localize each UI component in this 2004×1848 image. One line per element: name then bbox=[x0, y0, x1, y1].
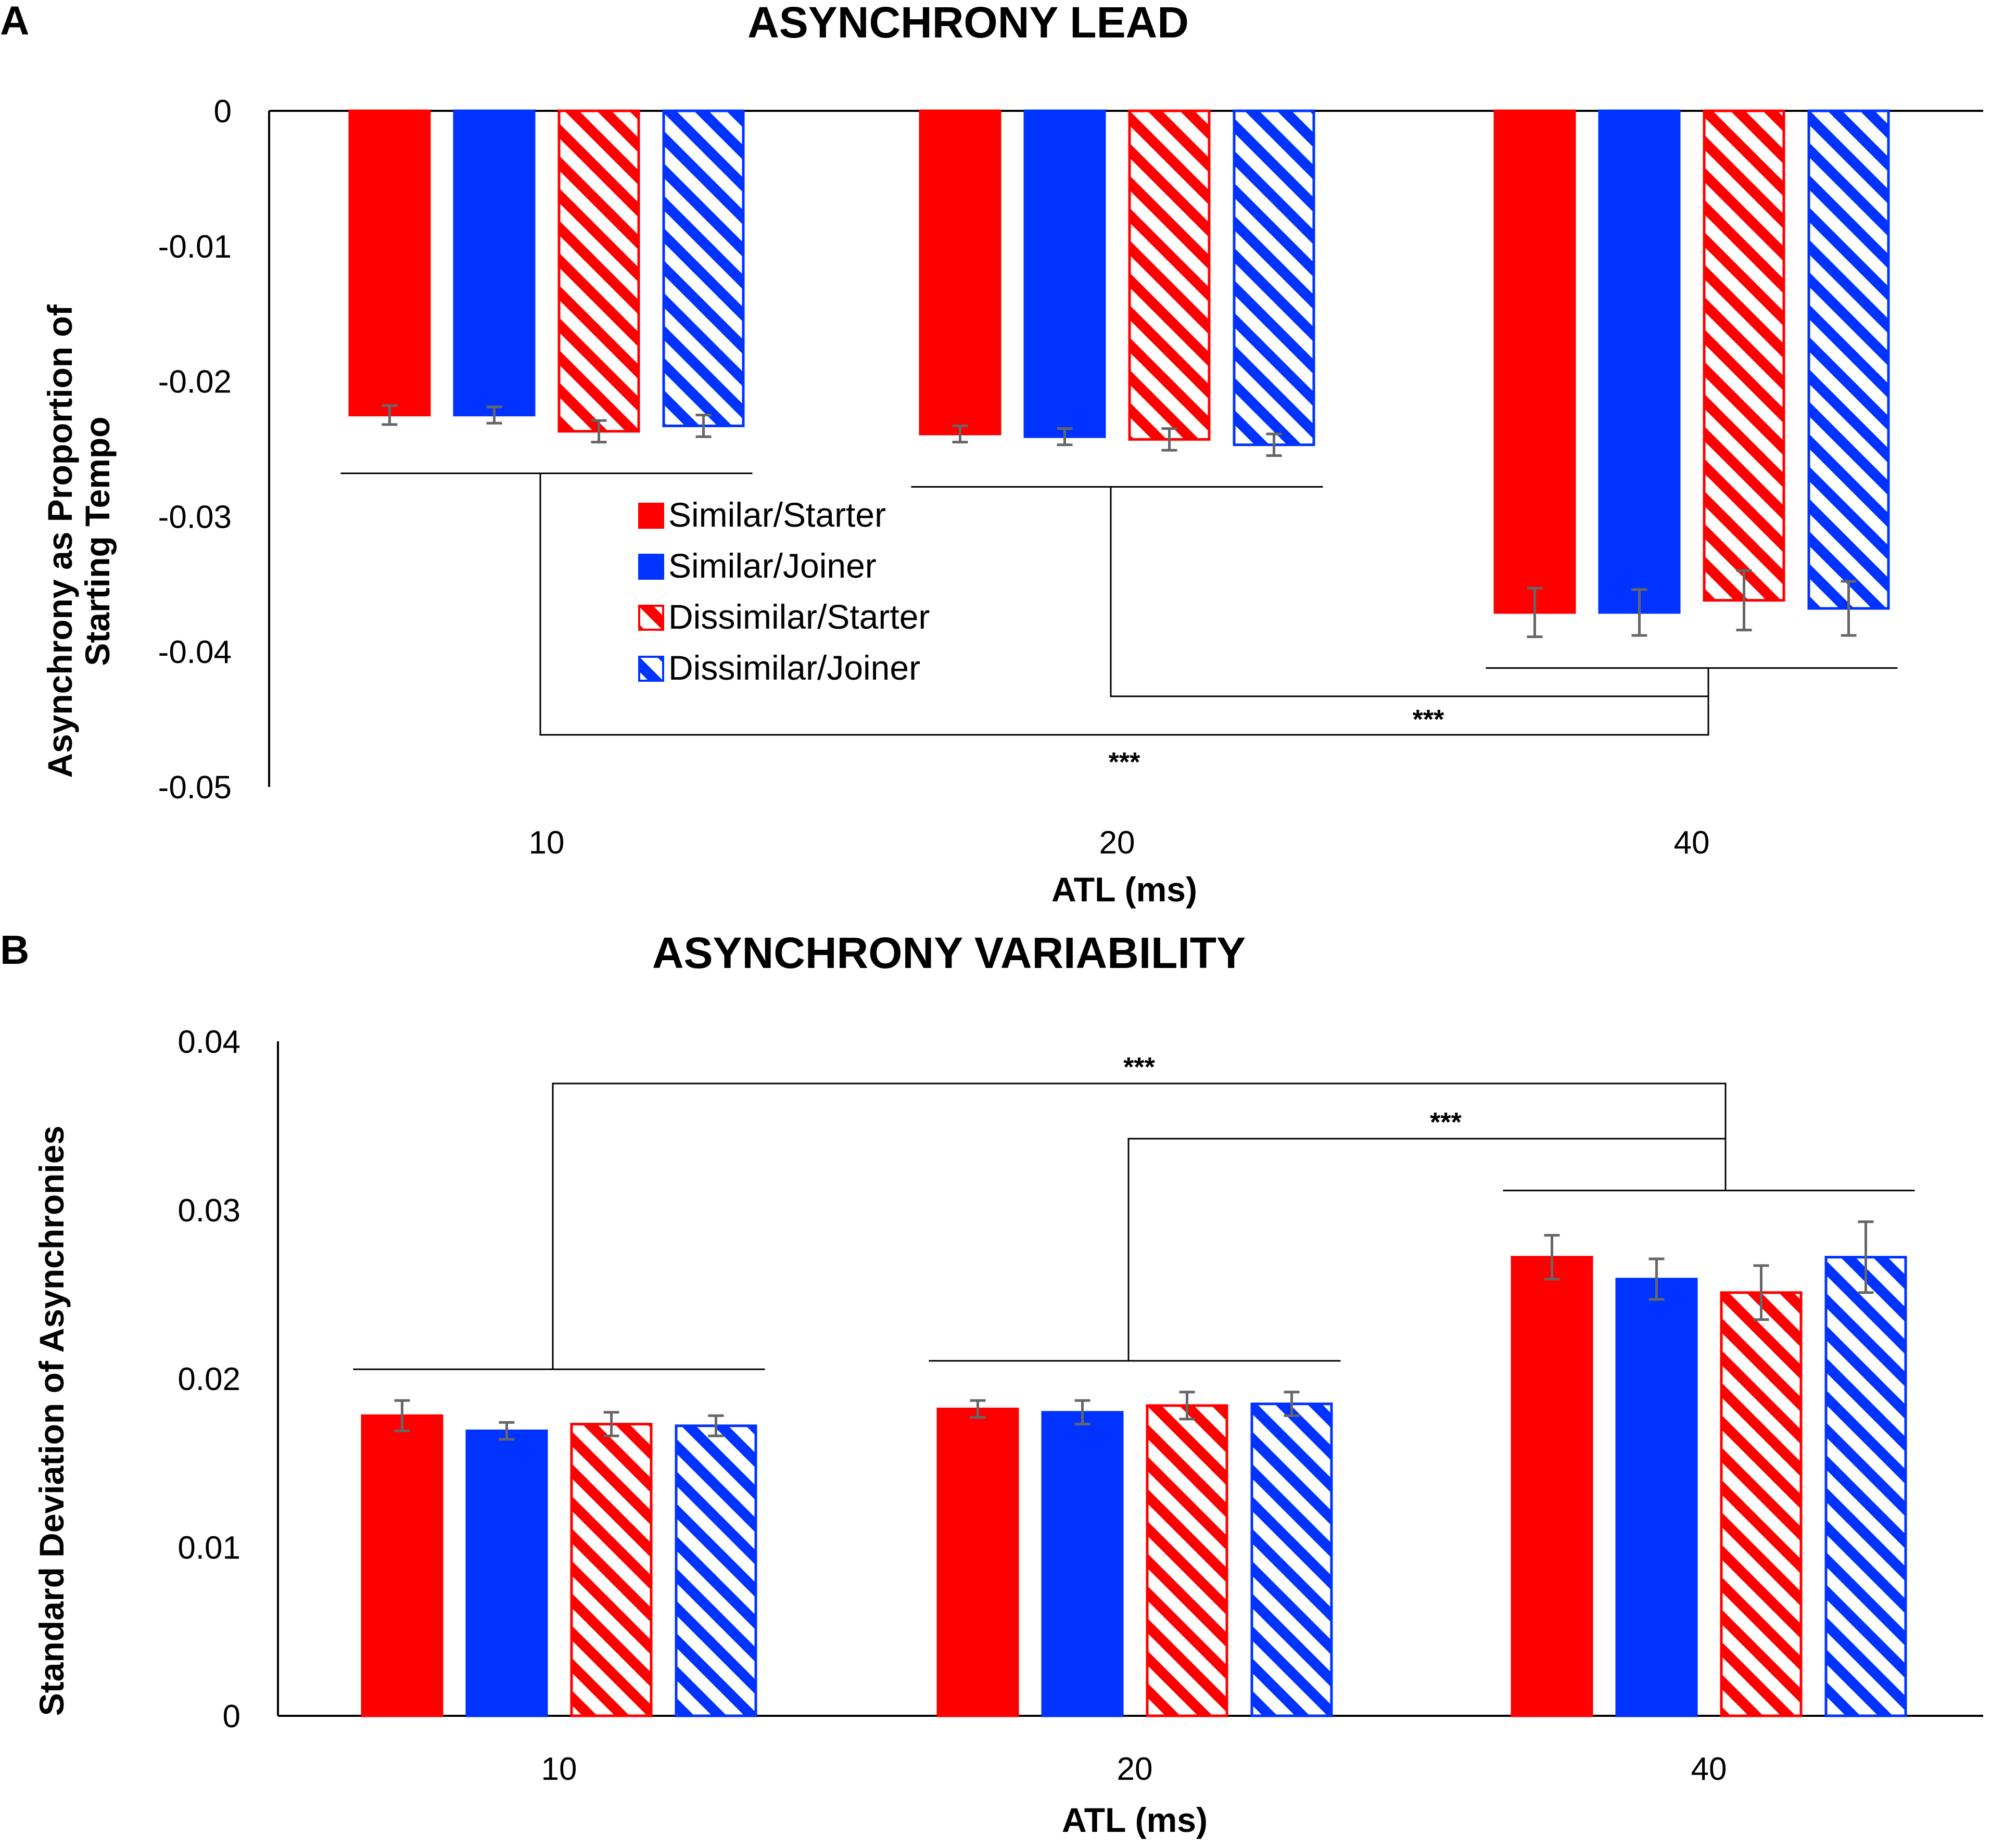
panel-a-y-tick-label: -0.04 bbox=[158, 634, 232, 670]
panel-a-bar bbox=[453, 109, 536, 417]
panel-b-y-tick-label: 0.04 bbox=[177, 1024, 240, 1060]
panel-b-x-axis-title: ATL (ms) bbox=[1062, 1801, 1208, 1839]
panel-a-bar bbox=[1703, 109, 1785, 602]
panel-b-x-tick-label: 20 bbox=[1117, 1751, 1153, 1787]
panel-b-bar bbox=[1824, 1256, 1907, 1717]
panel-b-label: B bbox=[0, 927, 29, 973]
panel-b-title: ASYNCHRONY VARIABILITY bbox=[652, 928, 1246, 977]
panel-b-bar bbox=[1041, 1411, 1124, 1717]
panel-a-significance-label: *** bbox=[1109, 747, 1140, 778]
legend-label-1: Similar/Starter bbox=[668, 495, 886, 534]
legend-label-4: Dissimilar/Joiner bbox=[668, 648, 920, 687]
legend-label-2: Similar/Joiner bbox=[668, 546, 877, 585]
panel-a-y-tick-label: -0.01 bbox=[158, 229, 232, 265]
panel-a-y-axis-title-line1: Asynchrony as Proportion of bbox=[41, 304, 79, 778]
panel-b-bar bbox=[1720, 1291, 1803, 1717]
panel-b-x-tick-label: 10 bbox=[541, 1751, 577, 1787]
legend-swatch-1 bbox=[638, 503, 664, 529]
panel-a-bar bbox=[919, 109, 1001, 436]
panel-b-bar bbox=[1615, 1278, 1698, 1717]
panel-a-plot: 0 -0.01 -0.02 -0.03 -0.04 -0.05 10 20 40 *** *** bbox=[158, 94, 1983, 861]
legend: Similar/Starter Similar/Joiner Dissimilar/… bbox=[638, 495, 930, 687]
panel-b-bar bbox=[570, 1422, 653, 1717]
panel-a-bar bbox=[1023, 109, 1106, 438]
panel-b-significance-label: *** bbox=[1430, 1107, 1462, 1138]
panel-a-bar bbox=[348, 109, 431, 417]
panel-b-y-axis-title: Standard Deviation of Asynchronies bbox=[32, 1126, 71, 1716]
legend-swatch-3 bbox=[638, 605, 664, 631]
panel-a-y-tick-label: -0.05 bbox=[158, 770, 232, 806]
panel-a-x-tick-label: 20 bbox=[1099, 825, 1135, 861]
panel-a-label: A bbox=[0, 0, 29, 43]
panel-a-y-axis-title-line2: Starting Tempo bbox=[78, 416, 117, 666]
panel-a-bar bbox=[557, 109, 640, 433]
panel-b-y-tick-label: 0.03 bbox=[177, 1193, 240, 1229]
panel-b-y-tick-label: 0.02 bbox=[177, 1361, 240, 1397]
panel-b-y-tick-label: 0.01 bbox=[177, 1530, 240, 1566]
panel-b-plot: 0 0.01 0.02 0.03 0.04 10 20 40 *** *** bbox=[177, 1024, 1983, 1787]
panel-b-bar bbox=[361, 1414, 443, 1717]
panel-b: B ASYNCHRONY VARIABILITY Standard Deviat… bbox=[0, 927, 1983, 1839]
panel-a-bar bbox=[1598, 109, 1681, 614]
panel-b-bar bbox=[1511, 1256, 1593, 1717]
panel-a-bar bbox=[1233, 109, 1315, 447]
panel-a-bar bbox=[662, 109, 745, 427]
panel-b-bar bbox=[1146, 1404, 1228, 1717]
panel-b-y-tick-label: 0 bbox=[223, 1699, 240, 1735]
panel-b-bar bbox=[936, 1407, 1019, 1717]
panel-b-significance-bracket bbox=[1127, 1138, 1727, 1361]
legend-swatch-2 bbox=[638, 554, 664, 580]
panel-a-title: ASYNCHRONY LEAD bbox=[747, 0, 1189, 47]
panel-a-y-tick-label: -0.02 bbox=[158, 364, 232, 400]
panel-a-bar bbox=[1128, 109, 1211, 441]
panel-a-x-tick-label: 10 bbox=[529, 825, 565, 861]
legend-label-3: Dissimilar/Starter bbox=[668, 597, 930, 636]
panel-b-bar bbox=[465, 1429, 548, 1717]
panel-a-bar bbox=[1807, 109, 1890, 610]
panel-a-significance-bracket bbox=[539, 473, 1709, 736]
legend-swatch-4 bbox=[638, 656, 664, 682]
panel-a-y-tick-label: -0.03 bbox=[158, 499, 232, 535]
panel-b-significance-bracket bbox=[552, 1082, 1727, 1370]
panel-a-x-tick-label: 40 bbox=[1674, 825, 1710, 861]
panel-a-significance-bracket bbox=[1110, 487, 1709, 697]
panel-a-significance-label: *** bbox=[1413, 705, 1444, 735]
panel-a-bar bbox=[1493, 109, 1576, 614]
panel-a-y-tick-label: 0 bbox=[214, 94, 232, 130]
panel-a: A ASYNCHRONY LEAD Asynchrony as Proporti… bbox=[0, 0, 1983, 909]
panel-b-bar bbox=[675, 1424, 757, 1717]
panel-b-bar bbox=[1250, 1403, 1333, 1717]
panel-b-x-tick-label: 40 bbox=[1691, 1751, 1727, 1787]
panel-b-significance-label: *** bbox=[1123, 1052, 1155, 1082]
panel-a-x-axis-title: ATL (ms) bbox=[1051, 870, 1197, 909]
